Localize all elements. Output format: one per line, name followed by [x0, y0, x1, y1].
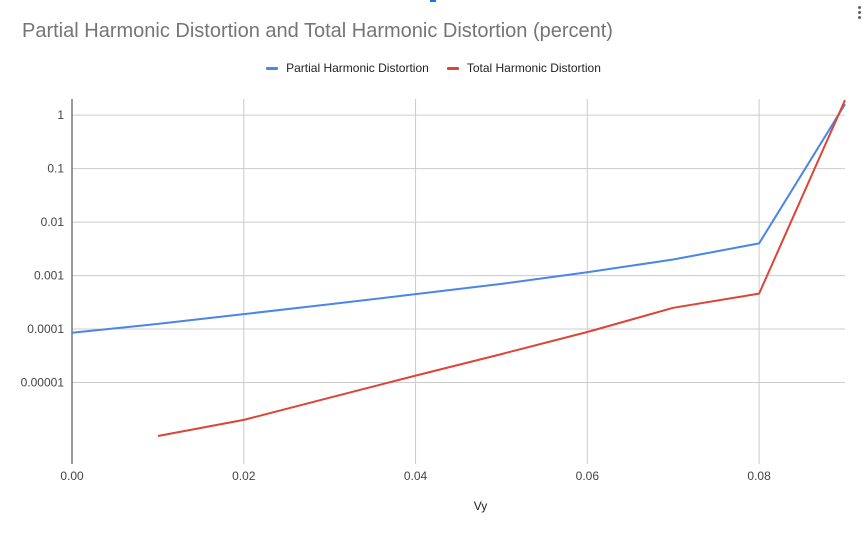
x-tick-label: 0.04: [404, 469, 428, 483]
series-line-total-harmonic-distortion: [157, 99, 846, 437]
legend-item-partial[interactable]: Partial Harmonic Distortion: [266, 61, 429, 75]
y-tick-label: 0.1: [47, 162, 64, 176]
x-tick-label: 0.08: [747, 469, 771, 483]
y-tick-label: 0.001: [34, 269, 64, 283]
legend-swatch-partial: [266, 66, 279, 70]
chart-title: Partial Harmonic Distortion and Total Ha…: [22, 20, 613, 42]
x-axis-title: Vy: [474, 499, 488, 513]
legend-label-total: Total Harmonic Distortion: [466, 61, 601, 75]
menu-dot-icon: [857, 6, 861, 9]
legend-label-partial: Partial Harmonic Distortion: [286, 61, 429, 75]
x-tick-label: 0.02: [232, 469, 256, 483]
chart-menu-button[interactable]: [855, 6, 863, 24]
legend: Partial Harmonic Distortion Total Harmon…: [0, 60, 867, 76]
y-tick-label: 0.0001: [27, 322, 64, 336]
legend-item-total[interactable]: Total Harmonic Distortion: [446, 61, 601, 75]
x-tick-label: 0.06: [576, 469, 600, 483]
y-tick-label: 1: [57, 108, 64, 122]
y-tick-label: 0.00001: [21, 376, 65, 390]
series-line-partial-harmonic-distortion: [72, 103, 846, 334]
menu-dot-icon: [857, 16, 861, 19]
y-tick-label: 0.01: [41, 215, 65, 229]
selection-marker: [430, 0, 436, 2]
menu-dot-icon: [857, 11, 861, 14]
legend-swatch-total: [446, 66, 459, 70]
x-tick-label: 0.00: [60, 469, 84, 483]
